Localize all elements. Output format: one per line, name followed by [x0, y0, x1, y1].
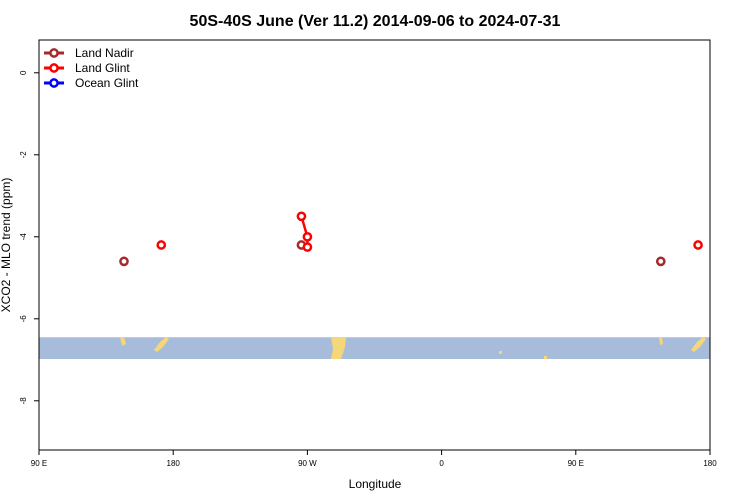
legend-label: Ocean Glint — [75, 76, 139, 90]
land-shape — [499, 351, 502, 354]
x-axis-label: Longitude — [349, 477, 402, 491]
x-tick-label: 90 W — [298, 459, 317, 468]
y-tick-label: -4 — [19, 233, 28, 241]
y-axis: 0 -2 -4 -6 -8 — [19, 70, 39, 404]
data-point — [156, 240, 167, 250]
data-points — [119, 211, 703, 267]
x-tick-label: 90 E — [568, 459, 584, 468]
data-point — [302, 231, 313, 242]
land-shape — [154, 337, 169, 352]
map-strip — [39, 337, 710, 359]
x-tick-label: 180 — [167, 459, 181, 468]
data-point — [302, 242, 313, 252]
legend-marker — [49, 48, 59, 58]
y-axis-label: XCO2 - MLO trend (ppm) — [0, 178, 13, 313]
data-point — [296, 211, 307, 222]
x-tick-label: 180 — [703, 459, 717, 468]
land-shape — [659, 337, 663, 345]
legend-marker — [49, 63, 59, 73]
legend-label: Land Nadir — [75, 46, 134, 60]
data-point — [693, 240, 703, 250]
legend-label: Land Glint — [75, 61, 130, 75]
plot-frame — [38, 39, 711, 451]
x-axis: 90 E 180 90 W 0 90 E 180 — [31, 450, 717, 468]
data-point — [655, 256, 666, 267]
y-tick-label: 0 — [19, 70, 28, 75]
x-tick-label: 90 E — [31, 459, 47, 468]
land-shape — [331, 337, 346, 359]
y-tick-label: -8 — [19, 397, 28, 405]
data-point — [119, 256, 129, 267]
land-shape — [691, 337, 706, 352]
land-shape — [544, 356, 547, 359]
x-tick-label: 0 — [439, 459, 444, 468]
chart-title: 50S-40S June (Ver 11.2) 2014-09-06 to 20… — [190, 13, 561, 30]
ocean-band — [39, 337, 710, 359]
land-shapes — [120, 337, 706, 359]
land-shape — [120, 337, 126, 346]
y-tick-label: -2 — [19, 151, 28, 159]
y-tick-label: -6 — [19, 315, 28, 323]
legend-marker — [49, 78, 59, 88]
